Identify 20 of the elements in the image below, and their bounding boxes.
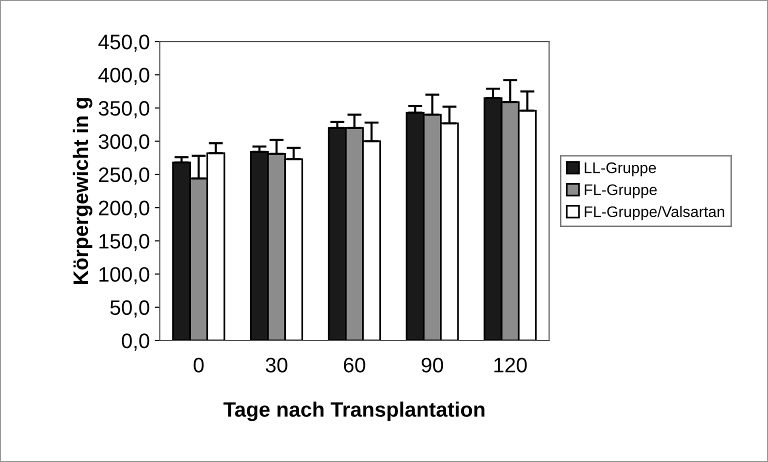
- x-tick-label: 0: [194, 358, 204, 372]
- legend-label: FL-Gruppe/Valsartan: [584, 206, 724, 220]
- y-tick-label: 0,0: [122, 333, 150, 351]
- y-tick-label: 450,0: [98, 34, 150, 52]
- x-tick-label: 30: [266, 358, 288, 372]
- y-tick-label: 50,0: [110, 300, 150, 318]
- y-tick-label: 300,0: [98, 134, 150, 152]
- y-axis-title: Körpergewicht in g: [72, 98, 92, 284]
- y-tick-label: 250,0: [98, 167, 150, 185]
- x-tick-label: 90: [422, 358, 444, 372]
- x-axis-title: Tage nach Transplantation: [223, 402, 484, 422]
- y-tick-label: 400,0: [98, 68, 150, 86]
- legend-label: LL-Gruppe: [584, 162, 656, 176]
- y-tick-label: 150,0: [99, 234, 150, 252]
- x-tick-label: 120: [494, 358, 527, 372]
- y-tick-label: 100,0: [99, 267, 150, 284]
- y-tick-label: 350,0: [98, 101, 150, 118]
- y-tick-label: 200,0: [98, 200, 150, 218]
- legend-label: FL-Gruppe: [584, 184, 657, 198]
- x-tick-label: 60: [344, 358, 366, 372]
